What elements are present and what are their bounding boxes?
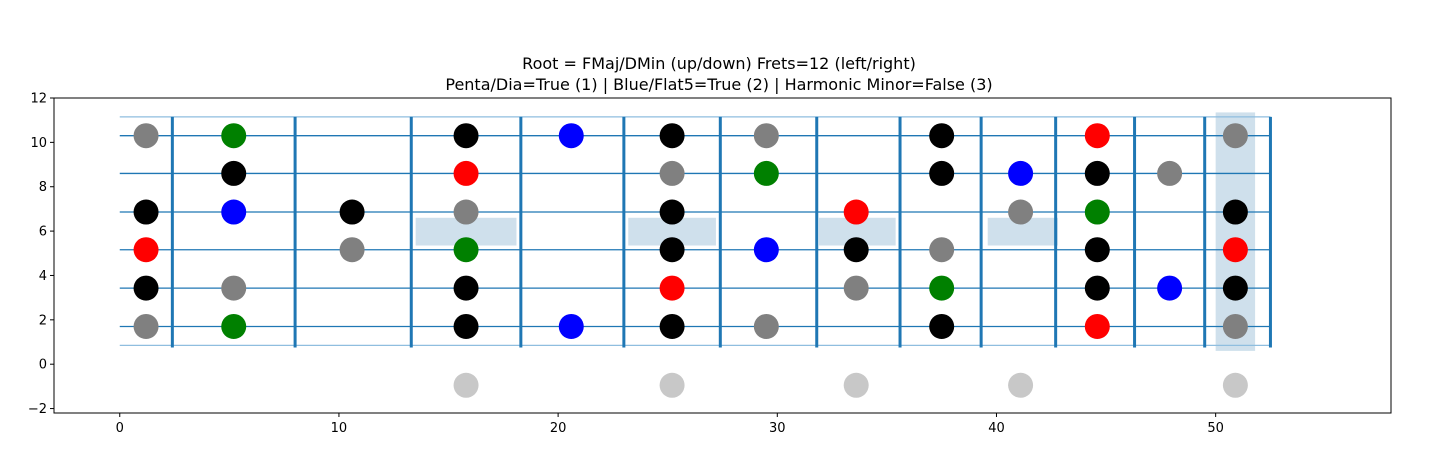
chart-title-line-2: Penta/Dia=True (1) | Blue/Flat5=True (2)… (445, 75, 992, 94)
plot-frame (53, 97, 1392, 414)
y-tick-label: 0 (39, 358, 47, 373)
note-marker-black (659, 199, 685, 225)
note-marker-blue (753, 237, 779, 263)
note-marker-grey (1008, 199, 1034, 225)
note-marker-grey (453, 199, 479, 225)
note-marker-black (1222, 275, 1248, 301)
note-marker-grey (339, 237, 365, 263)
y-tick-label: 4 (39, 269, 47, 284)
note-marker-red (453, 160, 479, 186)
note-marker-red (1084, 313, 1110, 339)
note-marker-black (929, 123, 955, 149)
y-tick-label: 12 (30, 92, 47, 107)
note-marker-blue (1157, 275, 1183, 301)
note-marker-lightgrey (659, 372, 685, 398)
note-marker-black (929, 160, 955, 186)
note-marker-black (1084, 160, 1110, 186)
x-tick-label: 20 (550, 421, 567, 436)
chart-title-line-1: Root = FMaj/DMin (up/down) Frets=12 (lef… (522, 54, 916, 73)
note-marker-green (453, 237, 479, 263)
y-tick-label: 10 (30, 136, 47, 151)
note-marker-black (659, 313, 685, 339)
y-tick-label: 2 (39, 313, 47, 328)
note-marker-red (1222, 237, 1248, 263)
note-marker-red (133, 237, 159, 263)
x-tick-label: 40 (988, 421, 1005, 436)
note-marker-black (659, 123, 685, 149)
note-marker-grey (1222, 313, 1248, 339)
note-marker-grey (133, 313, 159, 339)
note-marker-lightgrey (1222, 372, 1248, 398)
note-marker-green (753, 160, 779, 186)
note-marker-black (659, 237, 685, 263)
note-marker-black (929, 313, 955, 339)
note-marker-blue (558, 313, 584, 339)
note-marker-black (453, 123, 479, 149)
note-marker-red (659, 275, 685, 301)
y-tick-label: 8 (39, 180, 47, 195)
note-marker-grey (929, 237, 955, 263)
note-marker-blue (1008, 160, 1034, 186)
note-marker-grey (843, 275, 869, 301)
note-marker-black (1084, 237, 1110, 263)
note-marker-black (453, 275, 479, 301)
note-marker-red (1084, 123, 1110, 149)
x-tick-label: 50 (1207, 421, 1224, 436)
note-marker-green (221, 313, 247, 339)
note-marker-black (1084, 275, 1110, 301)
y-tick-label: −2 (28, 402, 47, 417)
note-marker-blue (558, 123, 584, 149)
note-marker-black (1222, 199, 1248, 225)
note-marker-green (221, 123, 247, 149)
note-marker-green (929, 275, 955, 301)
note-marker-black (453, 313, 479, 339)
note-marker-grey (753, 123, 779, 149)
y-tick-label: 6 (39, 225, 47, 240)
note-marker-black (339, 199, 365, 225)
note-marker-lightgrey (453, 372, 479, 398)
note-marker-grey (753, 313, 779, 339)
x-tick-label: 30 (769, 421, 786, 436)
note-marker-green (1084, 199, 1110, 225)
note-marker-red (843, 199, 869, 225)
note-marker-lightgrey (843, 372, 869, 398)
note-marker-black (133, 275, 159, 301)
note-marker-grey (1157, 160, 1183, 186)
note-marker-grey (133, 123, 159, 149)
note-marker-grey (659, 160, 685, 186)
note-marker-lightgrey (1008, 372, 1034, 398)
note-marker-black (221, 160, 247, 186)
note-marker-blue (221, 199, 247, 225)
x-tick-label: 0 (116, 421, 124, 436)
plot-area: 0 10 20 30 40 50 −2 0 2 4 6 8 10 12 (28, 92, 1392, 436)
note-marker-grey (221, 275, 247, 301)
note-marker-grey (1222, 123, 1248, 149)
note-marker-black (843, 237, 869, 263)
note-marker-black (133, 199, 159, 225)
column-highlight (1215, 112, 1256, 351)
x-tick-label: 10 (331, 421, 348, 436)
